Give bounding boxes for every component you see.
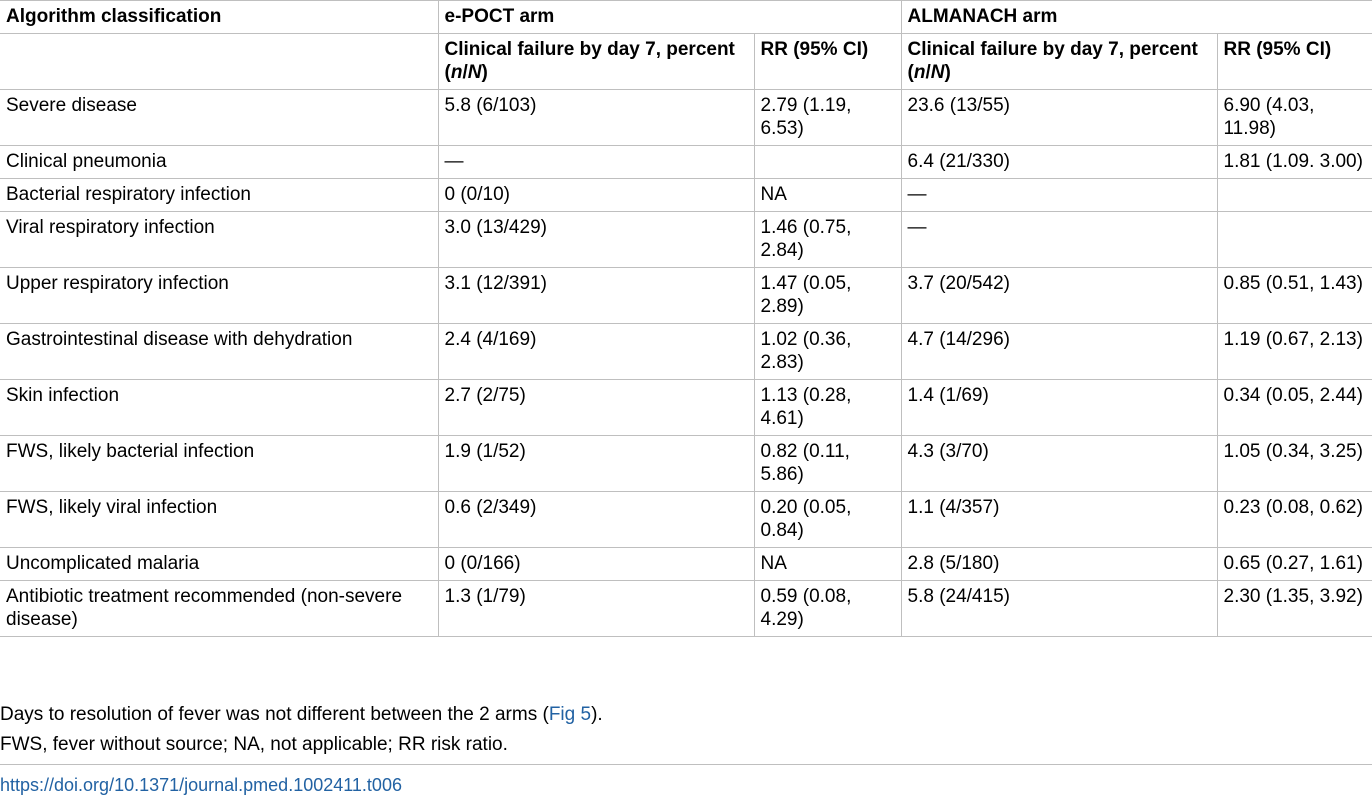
epoct-failure-cell: 3.0 (13/429) (437, 211, 754, 268)
almanach-failure-cell: 4.3 (3/70) (900, 435, 1217, 492)
epoct-failure-cell: 5.8 (6/103) (437, 89, 754, 146)
row-label: Antibiotic treatment recommended (non-se… (0, 580, 438, 637)
header-algorithm-classification: Algorithm classification (0, 0, 438, 34)
results-table: Algorithm classification e-POCT arm ALMA… (0, 0, 1372, 637)
row-label: Clinical pneumonia (0, 145, 438, 179)
epoct-rr-cell (753, 145, 901, 179)
epoct-rr-cell: NA (753, 178, 901, 212)
table-row: Upper respiratory infection 3.1 (12/391) 1… (0, 267, 1372, 324)
almanach-failure-cell: 1.1 (4/357) (900, 491, 1217, 548)
epoct-failure-cell: 2.4 (4/169) (437, 323, 754, 380)
epoct-failure-cell: 0.6 (2/349) (437, 491, 754, 548)
fig5-link[interactable]: Fig 5 (548, 704, 592, 725)
header-almanach-arm: ALMANACH arm (900, 0, 1372, 34)
header-row-2: Clinical failure by day 7, percent (n/N)… (0, 33, 1372, 90)
doi-link[interactable]: https://doi.org/10.1371/journal.pmed.100… (0, 775, 402, 795)
almanach-failure-cell: 23.6 (13/55) (900, 89, 1217, 146)
table-row: FWS, likely viral infection 0.6 (2/349) 0.… (0, 491, 1372, 548)
almanach-failure-cell: 1.4 (1/69) (900, 379, 1217, 436)
almanach-rr-cell: 0.34 (0.05, 2.44) (1216, 379, 1372, 436)
epoct-rr-cell: 2.79 (1.19, 6.53) (753, 89, 901, 146)
epoct-rr-cell: 1.46 (0.75, 2.84) (753, 211, 901, 268)
row-label: FWS, likely bacterial infection (0, 435, 438, 492)
epoct-failure-cell: 0 (0/10) (437, 178, 754, 212)
row-label: Bacterial respiratory infection (0, 178, 438, 212)
epoct-failure-cell: 3.1 (12/391) (437, 267, 754, 324)
epoct-rr-cell: 0.59 (0.08, 4.29) (753, 580, 901, 637)
table-row: Bacterial respiratory infection 0 (0/10) N… (0, 178, 1372, 212)
almanach-failure-cell: 6.4 (21/330) (900, 145, 1217, 179)
epoct-failure-cell: 2.7 (2/75) (437, 379, 754, 436)
row-label: Gastrointestinal disease with dehydratio… (0, 323, 438, 380)
row-label: Severe disease (0, 89, 438, 146)
almanach-rr-cell: 1.81 (1.09. 3.00) (1216, 145, 1372, 179)
epoct-rr-cell: 0.20 (0.05, 0.84) (753, 491, 901, 548)
table-row: Uncomplicated malaria 0 (0/166) NA 2.8 (5/1… (0, 547, 1372, 581)
almanach-failure-cell: 2.8 (5/180) (900, 547, 1217, 581)
almanach-failure-cell: — (900, 178, 1217, 212)
table-row: Severe disease 5.8 (6/103) 2.79 (1.19, 6.5… (0, 89, 1372, 146)
epoct-failure-cell: 1.3 (1/79) (437, 580, 754, 637)
epoct-rr-cell: 1.02 (0.36, 2.83) (753, 323, 901, 380)
almanach-rr-cell: 0.23 (0.08, 0.62) (1216, 491, 1372, 548)
table-row: Gastrointestinal disease with dehydratio… (0, 323, 1372, 380)
almanach-rr-cell (1216, 178, 1372, 212)
row-label: Uncomplicated malaria (0, 547, 438, 581)
divider (0, 764, 1372, 765)
header-epoct-rr: RR (95% CI) (753, 33, 901, 90)
epoct-failure-cell: — (437, 145, 754, 179)
header-empty-cell (0, 33, 438, 90)
epoct-rr-cell: 1.47 (0.05, 2.89) (753, 267, 901, 324)
almanach-rr-cell (1216, 211, 1372, 268)
epoct-rr-cell: 0.82 (0.11, 5.86) (753, 435, 901, 492)
almanach-rr-cell: 1.19 (0.67, 2.13) (1216, 323, 1372, 380)
row-label: Viral respiratory infection (0, 211, 438, 268)
almanach-failure-cell: 5.8 (24/415) (900, 580, 1217, 637)
almanach-rr-cell: 2.30 (1.35, 3.92) (1216, 580, 1372, 637)
table-row: Antibiotic treatment recommended (non-se… (0, 580, 1372, 637)
almanach-rr-cell: 0.65 (0.27, 1.61) (1216, 547, 1372, 581)
almanach-rr-cell: 6.90 (4.03, 11.98) (1216, 89, 1372, 146)
header-epoct-arm: e-POCT arm (437, 0, 901, 34)
epoct-rr-cell: 1.13 (0.28, 4.61) (753, 379, 901, 436)
almanach-rr-cell: 0.85 (0.51, 1.43) (1216, 267, 1372, 324)
footnote-abbreviations: FWS, fever without source; NA, not appli… (0, 734, 508, 755)
header-almanach-failure: Clinical failure by day 7, percent (n/N) (900, 33, 1217, 90)
header-row-1: Algorithm classification e-POCT arm ALMA… (0, 0, 1372, 34)
row-label: Skin infection (0, 379, 438, 436)
almanach-failure-cell: — (900, 211, 1217, 268)
table-row: FWS, likely bacterial infection 1.9 (1/52… (0, 435, 1372, 492)
table-row: Skin infection 2.7 (2/75) 1.13 (0.28, 4.61… (0, 379, 1372, 436)
epoct-failure-cell: 1.9 (1/52) (437, 435, 754, 492)
almanach-failure-cell: 4.7 (14/296) (900, 323, 1217, 380)
table-row: Clinical pneumonia — 6.4 (21/330) 1.81 (1.0… (0, 145, 1372, 179)
almanach-failure-cell: 3.7 (20/542) (900, 267, 1217, 324)
epoct-rr-cell: NA (753, 547, 901, 581)
epoct-failure-cell: 0 (0/166) (437, 547, 754, 581)
table-footnotes: Days to resolution of fever was not diff… (0, 700, 1372, 760)
row-label: Upper respiratory infection (0, 267, 438, 324)
header-almanach-rr: RR (95% CI) (1216, 33, 1372, 90)
table-body: Severe disease 5.8 (6/103) 2.79 (1.19, 6.5… (0, 89, 1372, 637)
almanach-rr-cell: 1.05 (0.34, 3.25) (1216, 435, 1372, 492)
table-row: Viral respiratory infection 3.0 (13/429) 1… (0, 211, 1372, 268)
footnote-fever-resolution: Days to resolution of fever was not diff… (0, 704, 603, 725)
header-epoct-failure: Clinical failure by day 7, percent (n/N) (437, 33, 754, 90)
row-label: FWS, likely viral infection (0, 491, 438, 548)
